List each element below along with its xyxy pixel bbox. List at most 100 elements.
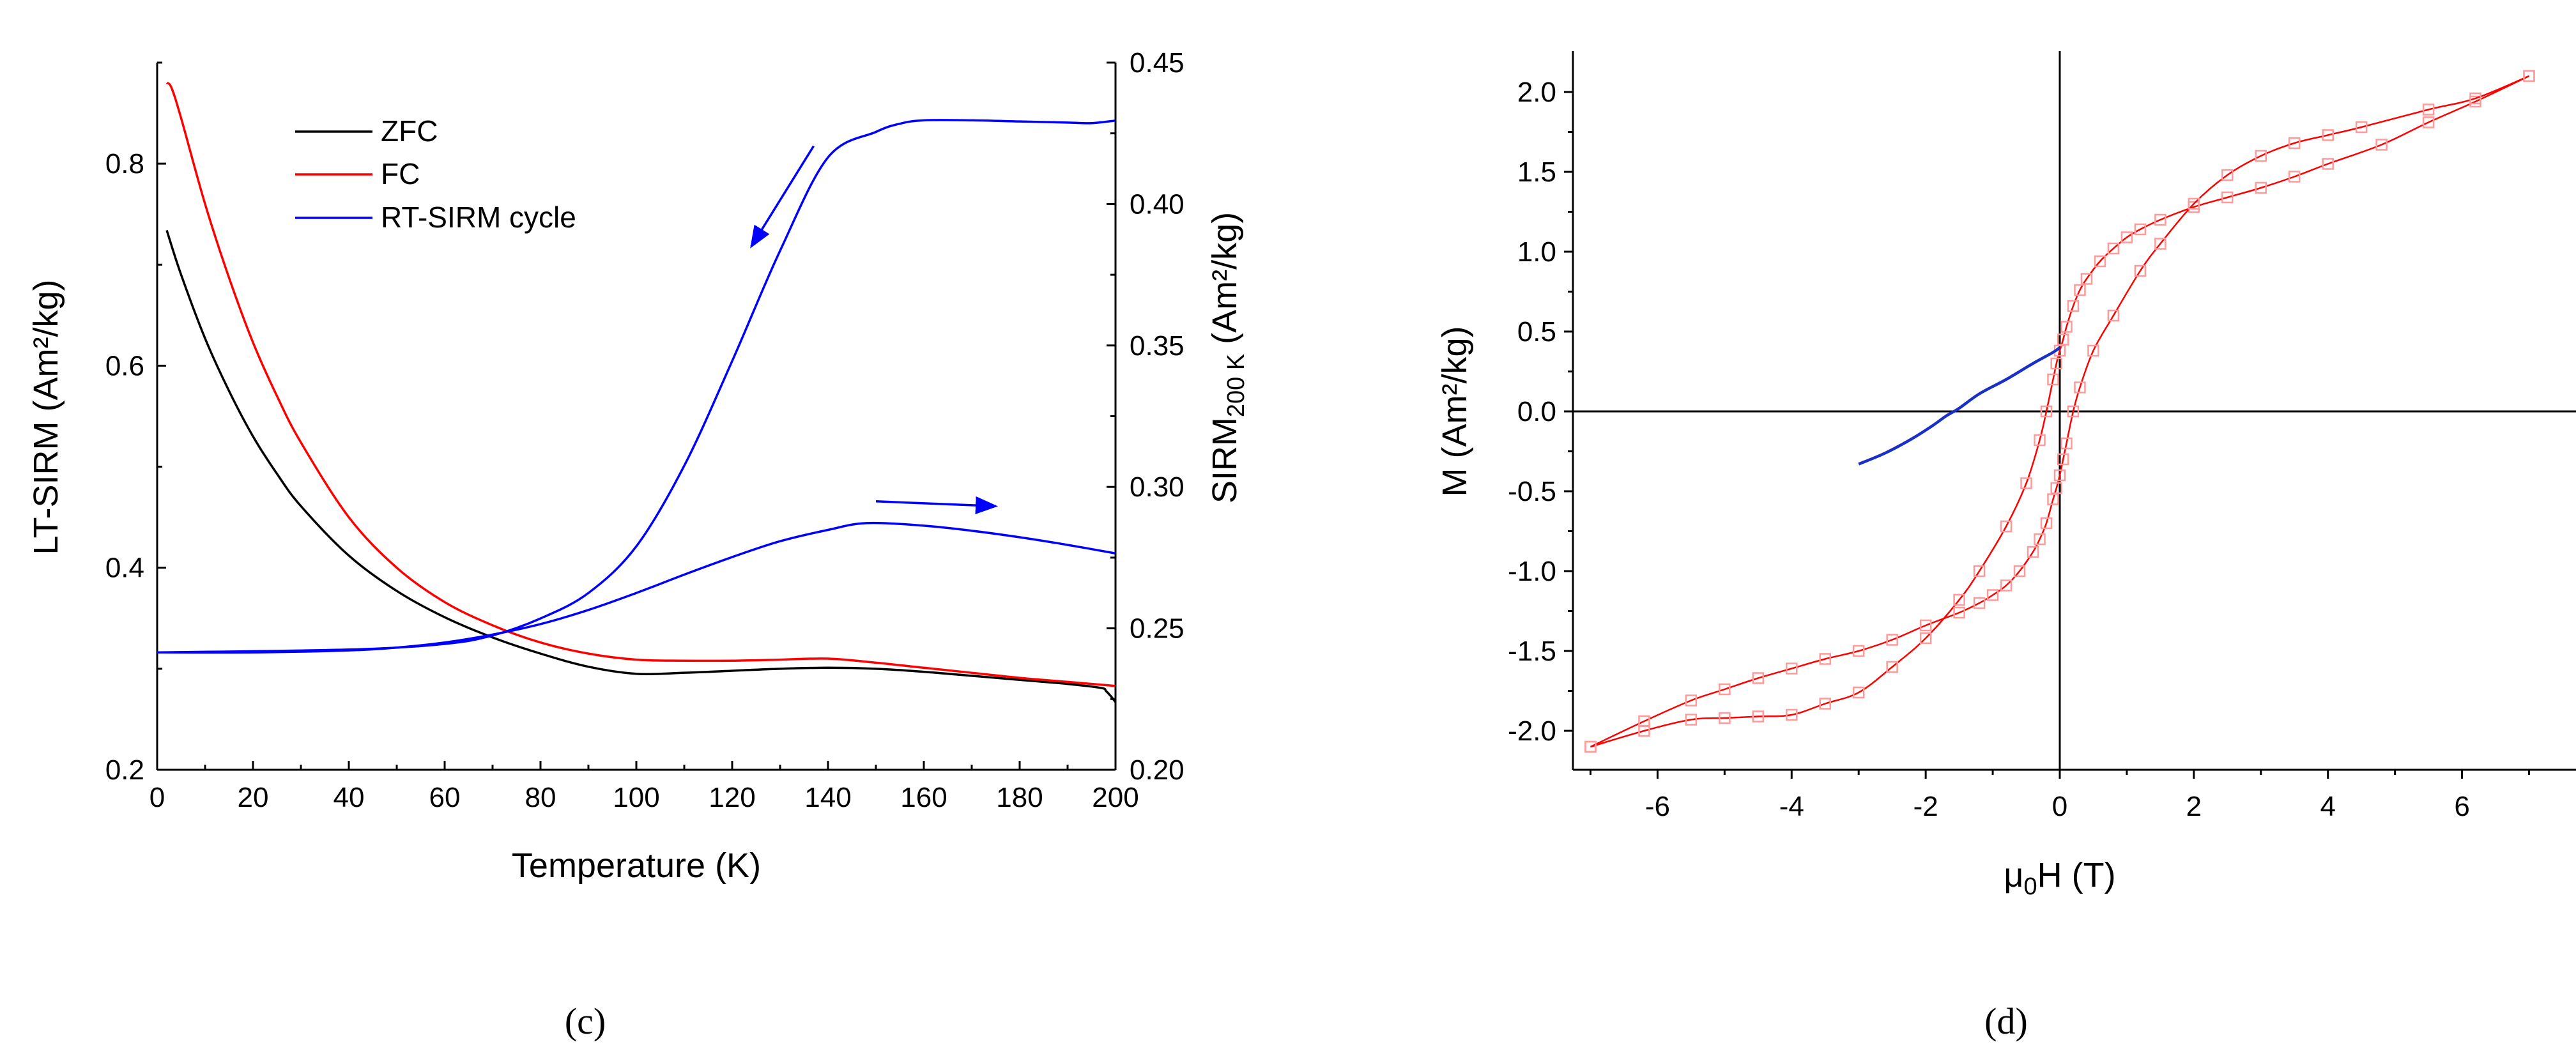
d-point-marker — [2047, 373, 2059, 386]
c-y2-tick-label: 0.35 — [1130, 330, 1184, 362]
c-x-tick-label: 180 — [996, 782, 1043, 813]
d-point-marker — [1973, 597, 1986, 609]
c-y2-tick-label: 0.45 — [1130, 47, 1184, 79]
d-series-line-2 — [1858, 346, 2061, 466]
d-point-marker — [2375, 139, 2388, 151]
d-series — [1584, 70, 2535, 753]
d-point-marker — [2057, 333, 2069, 346]
d-x-title-sub: 0 — [2024, 873, 2037, 900]
d-point-marker — [2255, 181, 2267, 194]
c-series-line-1 — [165, 82, 1116, 687]
d-point-marker — [2469, 92, 2481, 105]
d-point-marker — [2288, 137, 2301, 149]
c-series-line-3 — [157, 119, 1116, 654]
c-y2-tick-label: 0.20 — [1130, 754, 1184, 786]
d-point-marker — [2050, 482, 2063, 494]
d-point-marker — [2080, 273, 2093, 285]
c-x-tick-label: 120 — [709, 782, 755, 813]
c-ticks: 0 20 40 60 80 100 120 140 160 180 200 0.2 0.4 0.6 0.8 0… — [105, 47, 1184, 813]
d-point-marker — [2074, 381, 2086, 394]
c-x-tick-label: 100 — [613, 782, 659, 813]
d-point-marker — [1752, 672, 1765, 684]
d-y-tick-label: 1.5 — [1517, 157, 1556, 188]
d-x-tick-label: -6 — [1645, 791, 1670, 822]
c-series-line-2 — [157, 521, 1116, 654]
d-point-marker — [2154, 238, 2166, 250]
d-point-marker — [2057, 453, 2069, 466]
c-y2-tick-label: 0.40 — [1130, 188, 1184, 220]
d-point-marker — [2154, 213, 2166, 226]
d-x-tick-label: 0 — [2052, 791, 2067, 822]
d-point-marker — [1852, 645, 1865, 657]
d-point-marker — [2355, 121, 2368, 134]
c-y2-title-sub: 200 K — [1223, 354, 1250, 417]
d-point-marker — [2523, 70, 2535, 82]
d-x-tick-label: 6 — [2454, 791, 2469, 822]
d-point-marker — [2188, 197, 2200, 210]
d-point-marker — [2107, 242, 2120, 255]
d-point-marker — [2322, 158, 2334, 170]
c-y-tick-label: 0.4 — [105, 553, 144, 584]
d-x-axis-title: μ0H (T) — [2004, 856, 2115, 900]
c-x-tick-label: 200 — [1092, 782, 1138, 813]
c-legend-label-zfc: ZFC — [381, 114, 438, 148]
d-point-marker — [2120, 231, 2133, 243]
c-y-tick-label: 0.8 — [105, 148, 144, 180]
d-x-title-prefix: μ — [2004, 856, 2023, 894]
d-point-marker — [2074, 284, 2086, 296]
d-point-marker — [1886, 661, 1898, 673]
d-point-marker — [2422, 103, 2435, 116]
d-point-marker — [2050, 357, 2063, 370]
d-point-marker — [1852, 686, 1865, 699]
d-point-marker — [2221, 191, 2234, 204]
c-x-tick-label: 80 — [525, 782, 556, 813]
d-point-marker — [2322, 129, 2334, 141]
d-point-marker — [2107, 309, 2120, 322]
c-x-tick-label: 20 — [238, 782, 269, 813]
d-point-marker — [1819, 698, 1831, 710]
c-x-tick-label: 140 — [804, 782, 851, 813]
d-y-tick-label: -1.0 — [1508, 556, 1556, 587]
c-series — [157, 82, 1117, 703]
d-point-marker — [2027, 546, 2039, 558]
d-point-marker — [2255, 149, 2267, 162]
d-point-marker — [1953, 593, 1965, 606]
c-arrow-cooling — [750, 145, 815, 249]
c-x-tick-label: 40 — [334, 782, 365, 813]
d-y-tick-label: -1.5 — [1508, 636, 1556, 667]
d-point-marker — [2288, 171, 2301, 183]
d-point-marker — [2067, 300, 2080, 312]
c-x-tick-label: 60 — [429, 782, 461, 813]
d-point-marker — [1986, 589, 1999, 601]
d-point-marker — [2422, 116, 2435, 128]
d-point-marker — [1719, 683, 1731, 696]
d-point-marker — [2094, 255, 2106, 268]
d-point-marker — [1819, 653, 1831, 665]
d-point-marker — [1752, 710, 1765, 723]
d-y-tick-label: 2.0 — [1517, 77, 1556, 108]
d-point-marker — [1953, 606, 1965, 619]
d-point-marker — [2060, 321, 2073, 333]
d-point-marker — [2047, 493, 2059, 505]
d-series-line-1 — [1590, 75, 2529, 748]
d-point-marker — [2000, 520, 2012, 533]
d-x-tick-label: 4 — [2320, 791, 2335, 822]
d-point-marker — [2134, 264, 2147, 277]
c-series-line-0 — [165, 229, 1117, 703]
c-y2-tick-label: 0.25 — [1130, 613, 1184, 645]
d-point-marker — [1919, 619, 1932, 632]
d-point-marker — [1786, 708, 1798, 721]
panel-d-chart: -6 -4 -2 0 2 4 6 -2.0 -1.5 -1.0 -0.5 0.0 0.5 1.0 1.5 2.… — [1436, 51, 2576, 1042]
c-y-tick-label: 0.2 — [105, 754, 144, 786]
d-ticks: -6 -4 -2 0 2 4 6 -2.0 -1.5 -1.0 -0.5 0.0 0.5 1.0 1.5 2.… — [1508, 77, 2530, 822]
d-point-marker — [2221, 169, 2234, 181]
d-point-marker — [2000, 579, 2012, 592]
c-legend-label-fc: FC — [381, 157, 420, 190]
d-point-marker — [2060, 437, 2073, 450]
d-y-tick-label: 0.5 — [1517, 316, 1556, 348]
d-x-tick-label: -2 — [1913, 791, 1938, 822]
d-point-marker — [1638, 715, 1650, 728]
d-y-tick-label: -2.0 — [1508, 715, 1556, 747]
d-point-marker — [2013, 565, 2026, 577]
